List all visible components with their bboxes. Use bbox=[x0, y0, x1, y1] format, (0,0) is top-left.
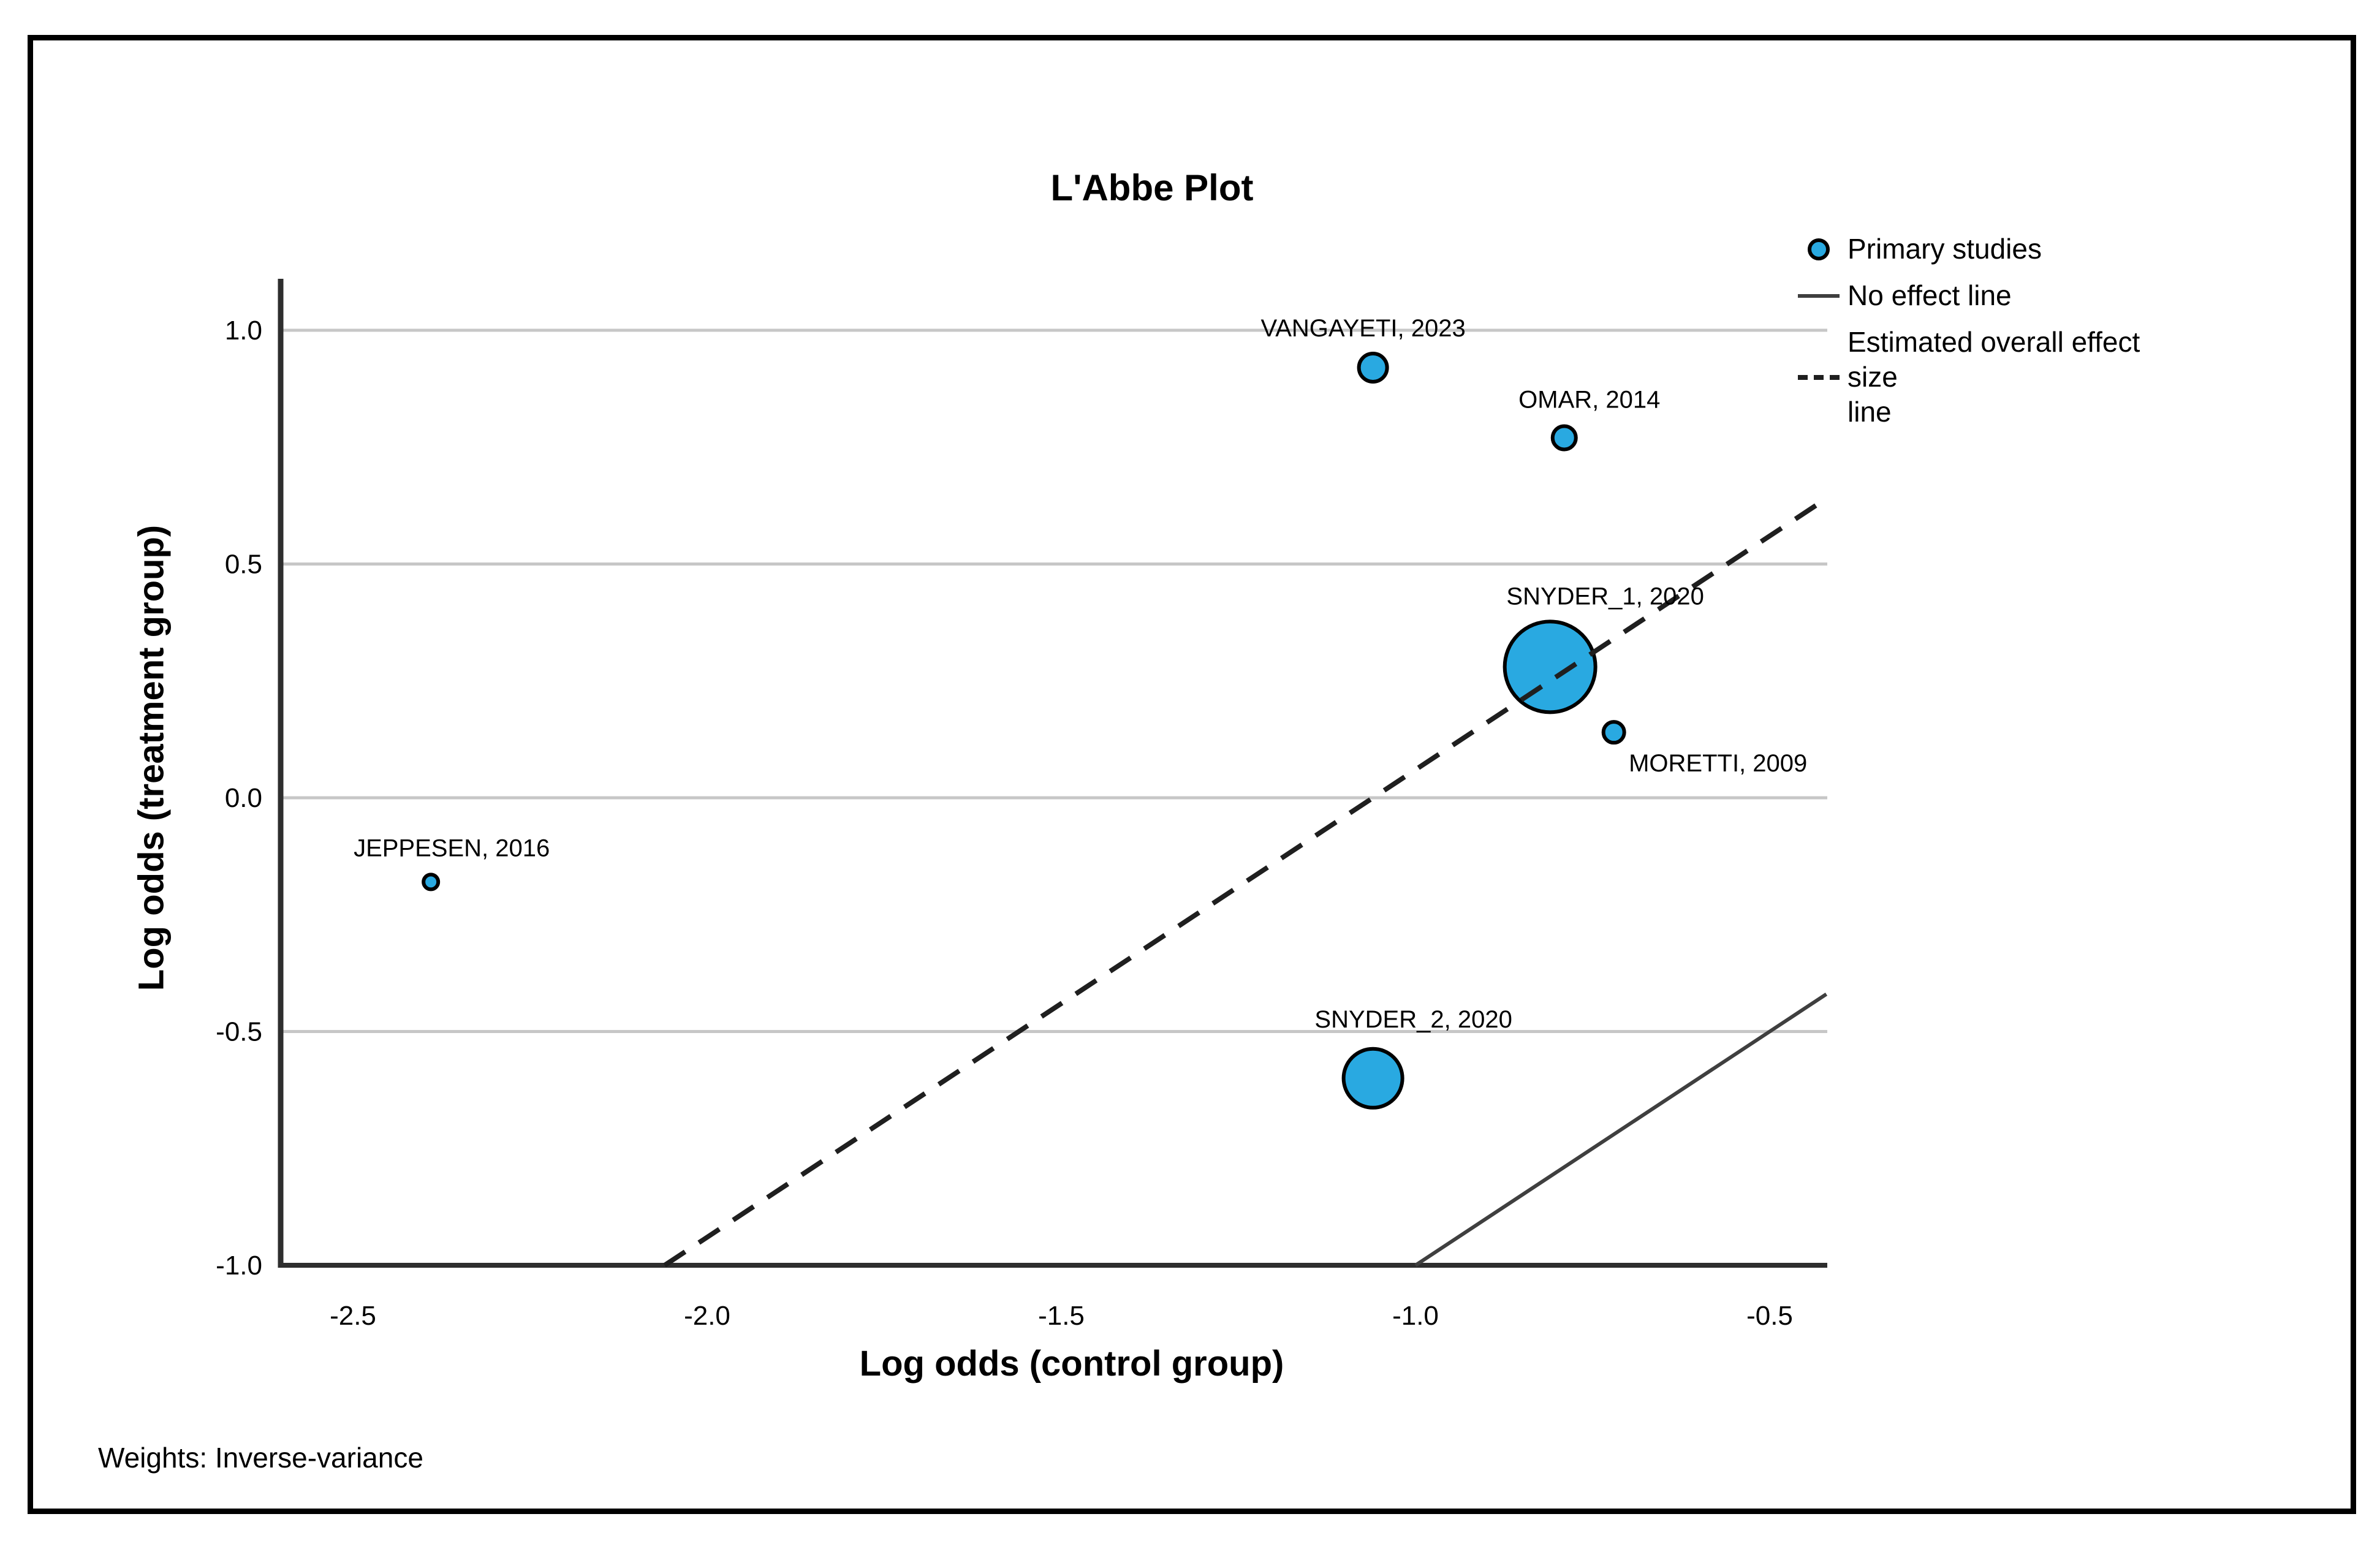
overall-effect-line bbox=[663, 501, 1821, 1268]
data-point bbox=[422, 873, 441, 892]
point-label: JEPPESEN, 2016 bbox=[354, 835, 550, 861]
reference-lines-layer bbox=[663, 501, 1828, 1268]
weights-footnote: Weights: Inverse-variance bbox=[98, 1442, 423, 1474]
y-tick-label: 0.5 bbox=[225, 550, 262, 580]
data-point bbox=[1341, 1047, 1404, 1110]
axes-layer bbox=[278, 279, 1827, 1268]
x-tick-label: -2.5 bbox=[330, 1301, 376, 1331]
legend-item-primary-studies: Primary studies bbox=[1797, 232, 2189, 267]
point-labels-layer: VANGAYETI, 2023 OMAR, 2014 SNYDER_1, 2020 M… bbox=[354, 315, 1807, 1033]
point-label: OMAR, 2014 bbox=[1518, 386, 1660, 413]
legend-label: Primary studies bbox=[1848, 233, 2042, 265]
data-point bbox=[1503, 619, 1597, 714]
no-effect-line bbox=[1414, 992, 1828, 1267]
legend-item-overall-effect-line: Estimated overall effect size line bbox=[1797, 325, 2189, 430]
legend: Primary studies No effect line Estimated… bbox=[1797, 232, 2189, 441]
legend-item-no-effect-line: No effect line bbox=[1797, 278, 2189, 313]
legend-label: No effect line bbox=[1848, 279, 2012, 311]
overall-effect-line-marker-icon bbox=[1798, 374, 1840, 380]
legend-label: Estimated overall effect size line bbox=[1848, 326, 2140, 428]
point-label: SNYDER_1, 2020 bbox=[1506, 583, 1704, 610]
chart-title: L'Abbe Plot bbox=[1050, 167, 1254, 208]
no-effect-line-marker-icon bbox=[1798, 293, 1840, 298]
x-axis-title: Log odds (control group) bbox=[859, 1344, 1284, 1384]
tick-labels-layer: 1.0 0.5 0.0 -0.5 -1.0 -2.5 -2.0 -1.5 -1.0 -0.5 bbox=[216, 316, 1793, 1331]
y-tick-label: -1.0 bbox=[216, 1251, 262, 1281]
data-point bbox=[1550, 424, 1578, 452]
data-point bbox=[1601, 720, 1626, 745]
primary-studies-marker-icon bbox=[1808, 238, 1830, 260]
x-tick-label: -0.5 bbox=[1746, 1301, 1793, 1331]
x-tick-label: -2.0 bbox=[684, 1301, 730, 1331]
y-tick-label: 0.0 bbox=[225, 783, 262, 813]
point-label: SNYDER_2, 2020 bbox=[1314, 1006, 1512, 1033]
x-tick-label: -1.5 bbox=[1038, 1301, 1085, 1331]
data-points-layer bbox=[422, 352, 1626, 1110]
y-axis-title: Log odds (treatment group) bbox=[131, 524, 172, 991]
point-label: MORETTI, 2009 bbox=[1629, 750, 1807, 777]
data-point bbox=[1357, 352, 1389, 384]
y-tick-label: -0.5 bbox=[216, 1017, 262, 1047]
x-tick-label: -1.0 bbox=[1392, 1301, 1439, 1331]
y-tick-label: 1.0 bbox=[225, 316, 262, 346]
point-label: VANGAYETI, 2023 bbox=[1261, 315, 1466, 342]
gridlines-layer bbox=[281, 328, 1827, 1033]
